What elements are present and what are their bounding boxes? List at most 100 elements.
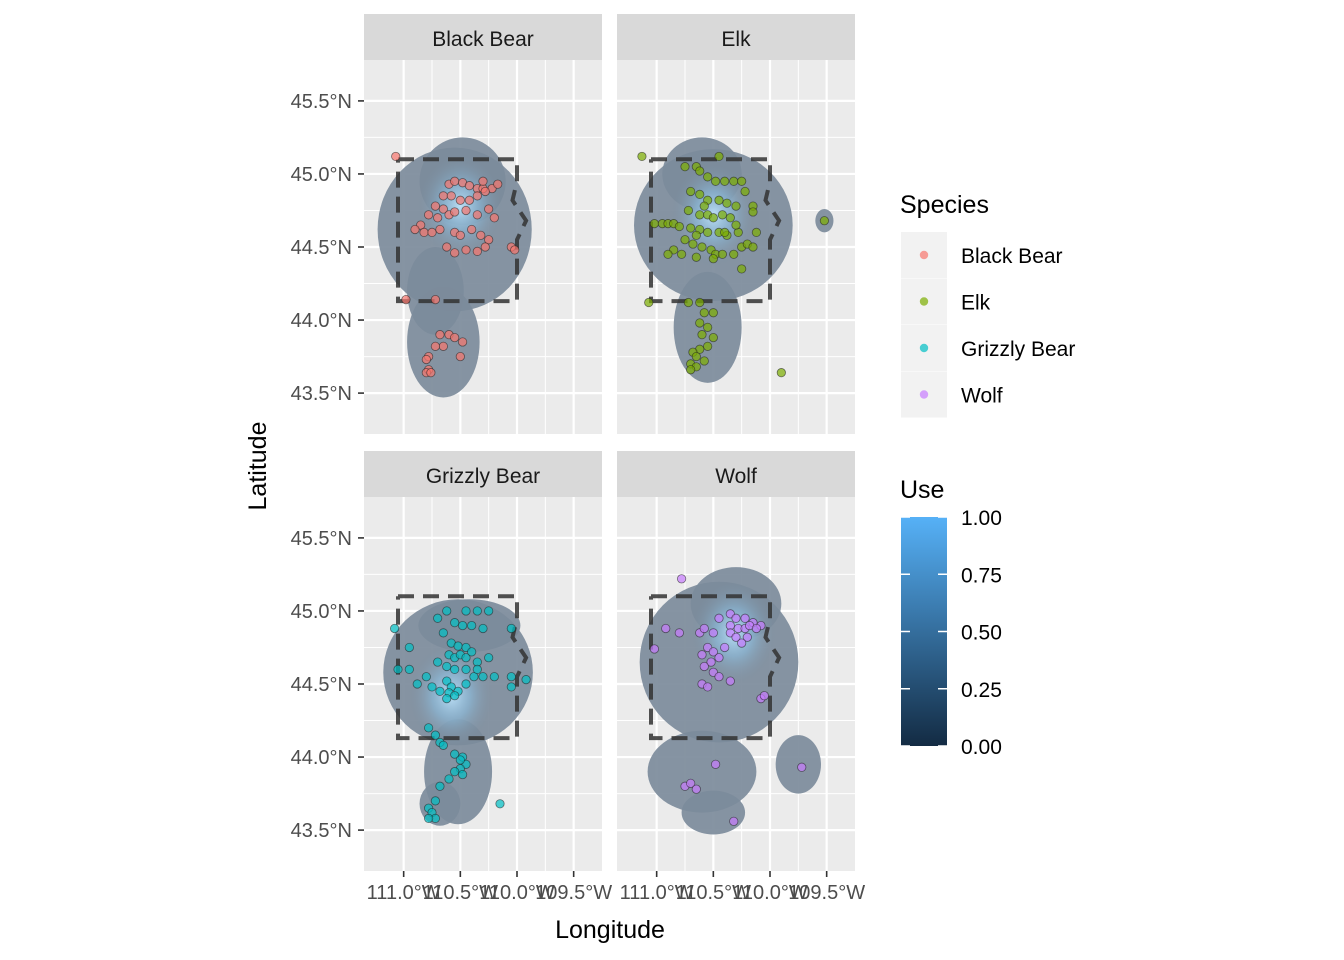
point bbox=[480, 186, 490, 197]
point bbox=[404, 664, 414, 674]
point bbox=[438, 191, 448, 201]
point bbox=[442, 606, 452, 616]
point bbox=[708, 332, 718, 343]
strip-grizzly-bear bbox=[364, 451, 602, 497]
point bbox=[731, 201, 741, 211]
point bbox=[695, 210, 705, 220]
point bbox=[691, 252, 701, 262]
point bbox=[464, 195, 474, 205]
point bbox=[740, 613, 750, 623]
point bbox=[461, 205, 471, 216]
point bbox=[457, 769, 468, 780]
point bbox=[427, 227, 437, 237]
point bbox=[759, 691, 769, 701]
use-region bbox=[647, 730, 757, 813]
point bbox=[493, 179, 503, 189]
park-boundary bbox=[396, 157, 529, 304]
point bbox=[751, 227, 762, 237]
species-legend-item-elk: Elk bbox=[901, 278, 991, 325]
point bbox=[450, 691, 460, 701]
points-black-bear bbox=[391, 151, 520, 378]
point bbox=[461, 653, 471, 663]
point bbox=[695, 189, 705, 200]
point bbox=[506, 623, 516, 634]
point bbox=[748, 242, 758, 252]
point bbox=[464, 181, 474, 191]
panel-elk: Elk bbox=[617, 14, 855, 434]
point bbox=[676, 249, 687, 259]
point bbox=[714, 653, 724, 663]
x-tick-label: 110.5°W bbox=[423, 882, 499, 904]
species-legend-label: Black Bear bbox=[961, 245, 1063, 268]
point bbox=[714, 151, 724, 162]
point bbox=[450, 664, 460, 674]
points-wolf bbox=[649, 574, 807, 826]
strip-label-grizzly-bear: Grizzly Bear bbox=[426, 465, 540, 488]
point bbox=[442, 661, 452, 672]
point bbox=[430, 730, 440, 740]
point bbox=[695, 297, 705, 308]
x-tick-label: 110.0°W bbox=[732, 882, 808, 904]
point bbox=[393, 664, 403, 674]
park-boundary bbox=[396, 594, 529, 741]
point bbox=[410, 224, 420, 235]
point bbox=[703, 682, 713, 692]
point bbox=[455, 230, 465, 240]
point bbox=[686, 223, 696, 233]
point bbox=[430, 294, 440, 305]
y-tick-label: 43.5°N bbox=[291, 383, 352, 405]
point bbox=[461, 245, 471, 255]
point bbox=[695, 318, 705, 328]
panel-black-bear: Black Bear bbox=[364, 14, 602, 434]
use-tick-label: 0.00 bbox=[961, 736, 1002, 759]
x-tick-label: 109.5°W bbox=[788, 882, 865, 904]
point bbox=[450, 618, 460, 628]
point bbox=[427, 682, 437, 692]
point bbox=[412, 679, 422, 689]
use-tick-label: 0.50 bbox=[961, 622, 1002, 645]
strip-wolf bbox=[617, 451, 855, 497]
point bbox=[737, 264, 747, 274]
point bbox=[484, 235, 494, 245]
point bbox=[430, 201, 440, 211]
point bbox=[423, 210, 434, 220]
point bbox=[703, 322, 713, 332]
point bbox=[637, 151, 647, 162]
point bbox=[691, 351, 701, 362]
x-tick-label: 111.0°W bbox=[620, 882, 694, 904]
points-grizzly-bear bbox=[389, 606, 531, 824]
point bbox=[717, 249, 728, 259]
point bbox=[710, 176, 721, 186]
use-region bbox=[407, 247, 464, 335]
point bbox=[455, 195, 465, 205]
point bbox=[484, 606, 494, 616]
point bbox=[819, 216, 830, 226]
point bbox=[708, 628, 718, 638]
point bbox=[461, 606, 471, 616]
y-tick-label: 44.5°N bbox=[291, 237, 352, 259]
point bbox=[729, 249, 739, 259]
park-boundary bbox=[649, 594, 782, 741]
point bbox=[426, 368, 436, 378]
point bbox=[661, 623, 671, 634]
point bbox=[683, 297, 694, 308]
x-tick-label: 110.0°W bbox=[479, 882, 555, 904]
y-tick-label: 44.0°N bbox=[291, 310, 352, 332]
point bbox=[674, 628, 684, 638]
point bbox=[433, 657, 443, 667]
point bbox=[714, 672, 724, 682]
point bbox=[699, 623, 709, 634]
point bbox=[748, 207, 758, 217]
point bbox=[506, 682, 516, 692]
point bbox=[472, 246, 482, 256]
point bbox=[438, 628, 448, 638]
points-elk bbox=[637, 151, 830, 378]
point bbox=[710, 759, 721, 769]
point bbox=[435, 686, 445, 696]
legend-key-point bbox=[919, 343, 929, 353]
point bbox=[401, 294, 411, 305]
point bbox=[472, 191, 482, 201]
use-tick-label: 0.25 bbox=[961, 679, 1002, 702]
point bbox=[797, 762, 807, 772]
